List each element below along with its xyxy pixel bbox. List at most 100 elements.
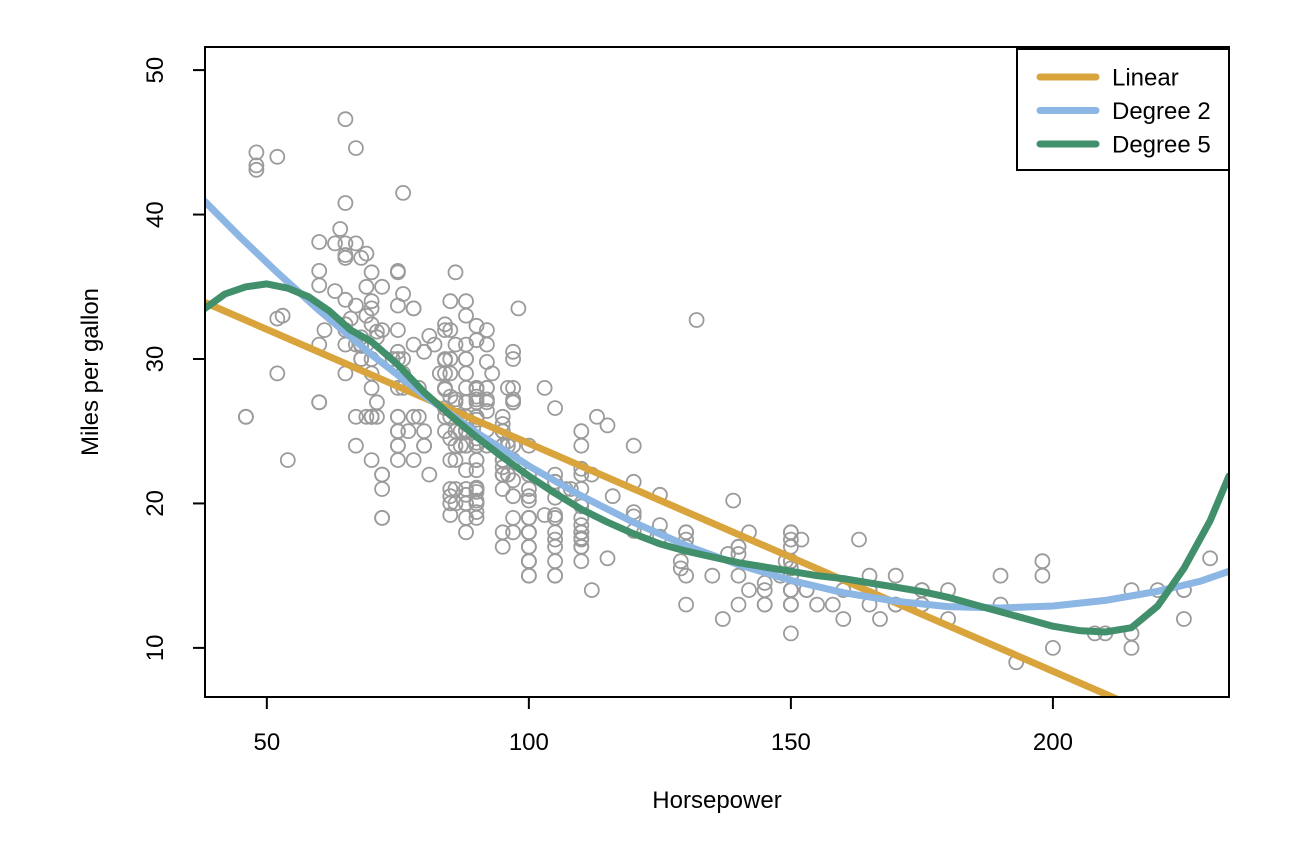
data-point [363,408,380,425]
data-point [363,452,380,469]
data-point [458,486,474,503]
data-point [756,596,773,613]
data-point [730,596,747,613]
data-point [468,479,485,496]
data-point [437,351,453,367]
data-point [447,423,464,440]
data-point [437,316,453,333]
data-point [547,400,563,417]
data-point [358,278,375,295]
data-point [505,488,521,505]
data-point [269,148,286,165]
data-point [458,524,474,541]
data-point [405,300,422,317]
data-point [494,538,511,555]
data-point [374,481,391,497]
data-point [248,157,265,174]
legend-label-linear: Linear [1112,65,1179,92]
data-point [1176,611,1192,627]
data-point [589,408,605,425]
x-tick-label: 50 [253,729,280,756]
data-point [421,466,438,483]
data-point [400,423,417,440]
data-point [311,234,328,250]
data-point [478,336,495,353]
data-point [688,312,705,328]
data-point [395,184,412,201]
data-point [374,322,391,339]
data-point [468,381,485,398]
data-point [384,351,401,367]
data-point [783,524,799,541]
data-point [363,264,380,281]
data-point [337,195,354,211]
data-point [672,553,689,570]
data-point [468,462,485,479]
data-point [332,221,349,237]
data-point [327,235,343,252]
data-point [478,379,495,396]
data-point [573,538,590,555]
scatter-points-layer [237,111,1218,671]
y-tick-label: 50 [142,57,169,84]
data-point [442,495,459,512]
data-point [447,336,464,353]
data-point [337,111,354,128]
data-point [416,437,433,454]
data-point [426,336,443,353]
y-axis-title: Miles per gallon [77,288,104,456]
data-point [327,283,343,300]
data-point [872,611,888,627]
x-tick-label: 150 [771,729,811,756]
axes-layer: 50 100 150 200 10 20 30 40 50 [142,57,1073,756]
data-point [835,611,852,627]
data-point [521,553,537,570]
data-point [478,403,495,419]
data-point [505,351,521,367]
data-point [505,472,521,489]
data-point [416,423,433,440]
data-point [405,452,422,469]
data-point [547,531,563,548]
data-point [573,553,590,570]
legend: Linear Degree 2 Degree 5 [1016,48,1230,171]
data-point [678,524,694,541]
data-point [374,510,391,526]
fit-curve-degree-5 [205,280,1229,636]
data-point [389,264,406,281]
data-point [573,517,590,533]
data-point [521,567,537,584]
data-point [458,437,474,454]
data-point [599,417,616,434]
data-point [521,538,537,555]
data-point [311,394,328,411]
data-point [358,408,375,425]
data-point [468,504,485,520]
data-point [730,538,747,555]
data-point [353,351,370,367]
data-point [704,567,721,584]
data-point [363,379,380,396]
data-point [347,408,364,425]
data-point [442,488,459,505]
data-point [1034,567,1051,584]
data-point [431,365,448,382]
data-point [421,327,438,344]
data-point [248,161,265,178]
legend-label-degree-2: Degree 2 [1112,98,1211,125]
data-point [1202,550,1218,567]
data-point [887,567,904,584]
data-point [237,408,254,425]
y-tick-label: 30 [142,346,169,373]
data-point [405,336,422,353]
data-point [337,235,354,252]
y-tick-label: 10 [142,635,169,662]
data-point [809,596,825,613]
data-point [625,437,642,454]
data-point [389,437,406,454]
x-tick-label: 200 [1033,729,1073,756]
data-point [547,567,563,584]
data-point [452,437,469,454]
data-point [458,379,474,396]
data-point [547,510,563,526]
